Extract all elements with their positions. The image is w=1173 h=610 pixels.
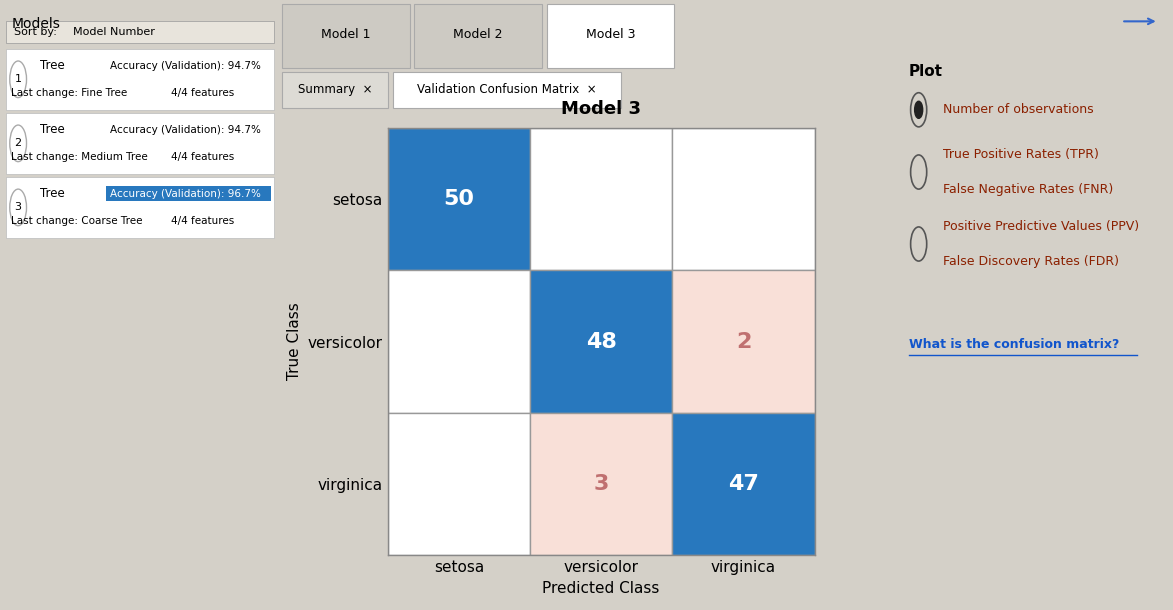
- Text: 4/4 features: 4/4 features: [171, 216, 235, 226]
- Text: 50: 50: [443, 189, 474, 209]
- FancyBboxPatch shape: [106, 186, 271, 201]
- Text: Model 2: Model 2: [453, 28, 503, 41]
- Text: False Negative Rates (FNR): False Negative Rates (FNR): [943, 182, 1113, 196]
- Text: False Discovery Rates (FDR): False Discovery Rates (FDR): [943, 254, 1119, 268]
- Bar: [672, 413, 815, 555]
- Text: Model Number: Model Number: [73, 27, 155, 37]
- FancyBboxPatch shape: [6, 21, 273, 43]
- Text: Model 1: Model 1: [321, 28, 371, 41]
- Text: Tree: Tree: [41, 187, 66, 201]
- FancyBboxPatch shape: [283, 73, 388, 108]
- Text: Plot: Plot: [909, 64, 943, 79]
- Bar: [672, 128, 815, 270]
- Circle shape: [915, 101, 923, 118]
- Bar: [530, 270, 672, 413]
- Bar: [672, 270, 815, 413]
- Text: 3: 3: [594, 474, 609, 494]
- Text: 2: 2: [14, 138, 22, 148]
- Text: Last change: Fine Tree: Last change: Fine Tree: [12, 88, 128, 98]
- Text: Tree: Tree: [41, 59, 66, 73]
- Text: Positive Predictive Values (PPV): Positive Predictive Values (PPV): [943, 220, 1139, 234]
- Text: 1: 1: [14, 74, 21, 84]
- Text: Accuracy (Validation): 94.7%: Accuracy (Validation): 94.7%: [110, 125, 262, 135]
- FancyBboxPatch shape: [414, 4, 542, 68]
- Text: Summary  ×: Summary ×: [298, 83, 373, 96]
- Bar: [387, 128, 530, 270]
- Text: 2: 2: [735, 332, 751, 351]
- Text: 4/4 features: 4/4 features: [171, 88, 235, 98]
- FancyBboxPatch shape: [6, 49, 273, 110]
- Text: Models: Models: [12, 17, 60, 31]
- Text: 4/4 features: 4/4 features: [171, 152, 235, 162]
- Bar: [530, 128, 672, 270]
- Text: Last change: Medium Tree: Last change: Medium Tree: [12, 152, 148, 162]
- Text: Last change: Coarse Tree: Last change: Coarse Tree: [12, 216, 143, 226]
- Text: True Positive Rates (TPR): True Positive Rates (TPR): [943, 148, 1099, 162]
- FancyBboxPatch shape: [283, 4, 409, 68]
- Text: Sort by:: Sort by:: [14, 27, 56, 37]
- Y-axis label: True Class: True Class: [287, 303, 303, 381]
- FancyBboxPatch shape: [547, 4, 674, 68]
- Text: Number of observations: Number of observations: [943, 103, 1093, 117]
- Text: 3: 3: [14, 203, 21, 212]
- Bar: [387, 413, 530, 555]
- Text: Accuracy (Validation): 96.7%: Accuracy (Validation): 96.7%: [110, 189, 262, 199]
- Text: Validation Confusion Matrix  ×: Validation Confusion Matrix ×: [418, 83, 597, 96]
- Text: Model 3: Model 3: [585, 28, 635, 41]
- FancyBboxPatch shape: [6, 177, 273, 238]
- Text: 48: 48: [585, 332, 617, 351]
- FancyBboxPatch shape: [393, 73, 621, 108]
- FancyBboxPatch shape: [6, 113, 273, 174]
- Bar: [530, 413, 672, 555]
- Bar: [387, 270, 530, 413]
- Text: Accuracy (Validation): 94.7%: Accuracy (Validation): 94.7%: [110, 61, 262, 71]
- Title: Model 3: Model 3: [561, 100, 642, 118]
- X-axis label: Predicted Class: Predicted Class: [542, 581, 660, 595]
- Text: Tree: Tree: [41, 123, 66, 137]
- Text: What is the confusion matrix?: What is the confusion matrix?: [909, 338, 1119, 351]
- Text: 47: 47: [728, 474, 759, 494]
